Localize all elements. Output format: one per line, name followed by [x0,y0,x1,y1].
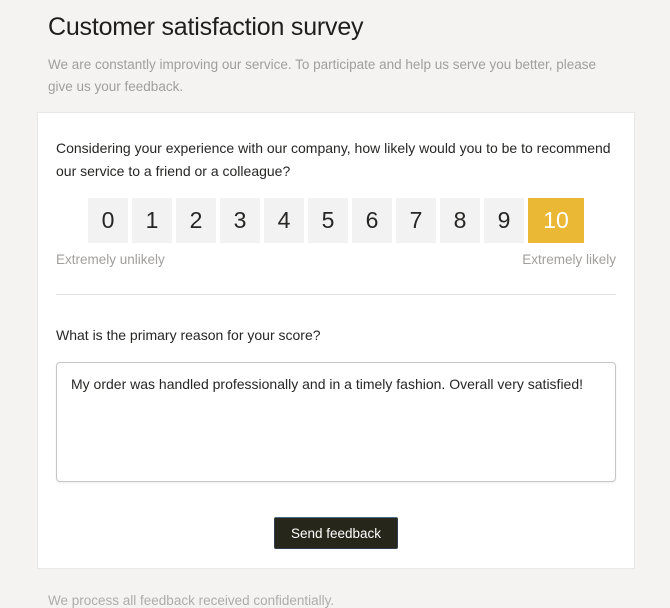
scale-max-label: Extremely likely [522,251,616,267]
score-button-4[interactable]: 4 [264,197,304,243]
footer-note: We process all feedback received confide… [48,593,335,608]
score-button-1[interactable]: 1 [132,197,172,243]
scale-labels: Extremely unlikely Extremely likely [56,252,616,267]
score-button-5[interactable]: 5 [308,197,348,243]
survey-card: Considering your experience with our com… [37,112,635,570]
score-button-7[interactable]: 7 [396,197,436,243]
score-button-10[interactable]: 10 [528,197,584,243]
nps-question-label: Considering your experience with our com… [56,140,611,179]
page-title: Customer satisfaction survey [48,13,364,41]
score-scale: 0 1 2 3 4 5 6 7 8 9 10 [56,197,616,243]
page-header: Customer satisfaction survey We are cons… [0,0,670,97]
page-subtitle: We are constantly improving our service.… [48,57,597,94]
send-feedback-button[interactable]: Send feedback [273,517,399,550]
reason-question-label: What is the primary reason for your scor… [56,326,321,343]
score-button-6[interactable]: 6 [352,197,392,243]
submit-row: Send feedback [56,517,616,550]
section-divider [56,293,616,295]
score-button-9[interactable]: 9 [484,197,524,243]
reason-textarea[interactable]: My order was handled professionally and … [56,362,616,483]
score-button-3[interactable]: 3 [220,197,260,243]
score-button-0[interactable]: 0 [88,197,128,243]
scale-min-label: Extremely unlikely [56,251,165,267]
score-button-8[interactable]: 8 [440,197,480,243]
score-button-2[interactable]: 2 [176,197,216,243]
